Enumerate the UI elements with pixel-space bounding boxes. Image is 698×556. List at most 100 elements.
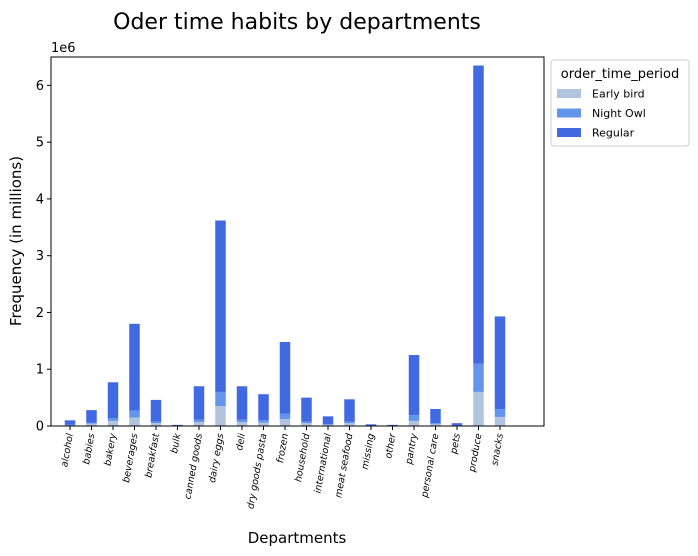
y-axis-label: Frequency (in millions) — [7, 156, 25, 326]
legend-items: Early bird Night Owl Regular — [557, 88, 646, 140]
bar-beverages-night-owl — [129, 410, 140, 418]
x-tick-label: produce — [467, 432, 485, 473]
legend: order_time_period Early bird Night Owl Reg… — [550, 59, 690, 147]
legend-label: Regular — [592, 127, 635, 140]
legend-swatch — [557, 128, 581, 137]
bar-produce-early-bird — [473, 391, 484, 426]
bar-household-early-bird — [301, 423, 312, 426]
legend-label: Night Owl — [592, 107, 646, 120]
bar-pantry-regular — [408, 355, 420, 416]
legend-label: Early bird — [592, 88, 645, 101]
x-tick-label: meat seafood — [333, 432, 355, 499]
bar-bakery-night-owl — [107, 418, 119, 421]
y-offset-label: 1e6 — [51, 41, 76, 56]
bar-alcohol-night-owl — [64, 424, 76, 426]
x-tick-label: babies — [81, 433, 97, 466]
x-ticks: alcohol babies bakery beverages breakfast bul… — [59, 426, 506, 510]
legend-title: order_time_period — [561, 67, 679, 82]
x-tick-label: dairy eggs — [207, 433, 227, 484]
x-tick-label: pantry — [404, 432, 420, 466]
bar-dairy-eggs-regular — [215, 220, 226, 392]
bar-household-night-owl — [301, 421, 312, 424]
bar-international-regular — [322, 416, 334, 425]
bar-household-regular — [301, 397, 312, 422]
bar-meat-seafood-night-owl — [344, 421, 355, 424]
bar-personal-care-early-bird — [430, 424, 441, 426]
x-tick-label: beverages — [121, 433, 141, 484]
x-tick-label: canned goods — [183, 433, 205, 501]
y-tick-label: 6 — [36, 79, 44, 94]
bar-dry-goods-pasta-regular — [258, 394, 269, 421]
x-tick-label: other — [383, 432, 398, 460]
bar-alcohol-regular — [64, 420, 76, 425]
bar-breakfast-night-owl — [150, 421, 162, 424]
bar-personal-care-night-owl — [430, 423, 441, 425]
x-tick-label: international — [313, 432, 334, 494]
bar-pantry-early-bird — [408, 420, 420, 426]
x-tick-label: breakfast — [143, 431, 162, 478]
bar-canned-goods-early-bird — [193, 422, 205, 426]
y-ticks: 0 1 2 3 4 5 6 — [36, 79, 51, 435]
bar-deli-night-owl — [236, 419, 248, 423]
bar-babies-night-owl — [86, 422, 97, 424]
bar-snacks-early-bird — [494, 416, 506, 426]
x-tick-label: snacks — [489, 433, 505, 467]
bar-snacks-regular — [494, 316, 506, 409]
x-tick-label: bulk — [169, 432, 183, 454]
bar-canned-goods-regular — [193, 386, 205, 420]
bar-produce-night-owl — [473, 363, 484, 392]
legend-frame — [550, 59, 690, 147]
bar-international-early-bird — [322, 424, 334, 426]
y-tick-label: 0 — [36, 420, 44, 435]
bar-breakfast-regular — [150, 399, 162, 422]
bar-beverages-early-bird — [129, 417, 140, 426]
bar-canned-goods-night-owl — [193, 419, 205, 423]
legend-swatch — [557, 108, 581, 118]
x-tick-label: bakery — [102, 432, 119, 467]
bar-other-regular — [387, 424, 398, 426]
bar-bakery-regular — [107, 382, 119, 419]
bar-pantry-night-owl — [408, 415, 420, 421]
x-tick-label: alcohol — [59, 432, 76, 468]
bar-bakery-early-bird — [107, 420, 119, 426]
bar-bulk-regular — [172, 424, 183, 426]
plot-frame — [50, 56, 545, 427]
x-tick-label: household — [293, 432, 313, 483]
legend-swatch — [557, 89, 581, 98]
bars-layer — [64, 65, 506, 426]
chart-title: Oder time habits by departments — [113, 10, 481, 35]
bar-snacks-night-owl — [494, 408, 506, 417]
bar-breakfast-early-bird — [150, 423, 162, 426]
bar-deli-early-bird — [236, 422, 248, 426]
bar-meat-seafood-early-bird — [344, 423, 355, 426]
bar-dry-goods-pasta-night-owl — [258, 420, 269, 423]
x-axis-label: Departments — [248, 529, 347, 547]
bar-meat-seafood-regular — [344, 399, 355, 422]
bar-beverages-regular — [129, 323, 140, 411]
x-tick-label: deli — [234, 432, 248, 451]
bar-babies-early-bird — [86, 423, 97, 426]
bar-deli-regular — [236, 386, 248, 420]
bar-pets-regular — [451, 423, 463, 426]
x-tick-label: pets — [448, 433, 463, 456]
y-tick-label: 4 — [36, 192, 44, 207]
bar-frozen-regular — [279, 341, 291, 414]
y-tick-label: 5 — [36, 136, 44, 151]
bar-missing-regular — [365, 424, 377, 426]
y-tick-label: 3 — [36, 249, 44, 264]
bar-babies-regular — [86, 410, 97, 423]
x-tick-label: missing — [360, 433, 377, 471]
x-tick-label: personal care — [419, 432, 441, 499]
bar-personal-care-regular — [430, 408, 441, 424]
bar-frozen-night-owl — [279, 413, 291, 420]
x-tick-label: frozen — [275, 433, 291, 464]
bar-dry-goods-pasta-early-bird — [258, 422, 269, 426]
x-tick-label: dry goods pasta — [245, 432, 269, 510]
y-tick-label: 1 — [36, 363, 44, 378]
bar-produce-regular — [473, 65, 484, 364]
y-tick-label: 2 — [36, 306, 44, 321]
bar-frozen-early-bird — [279, 419, 291, 426]
bar-dairy-eggs-night-owl — [215, 391, 226, 407]
bar-international-night-owl — [322, 424, 334, 425]
